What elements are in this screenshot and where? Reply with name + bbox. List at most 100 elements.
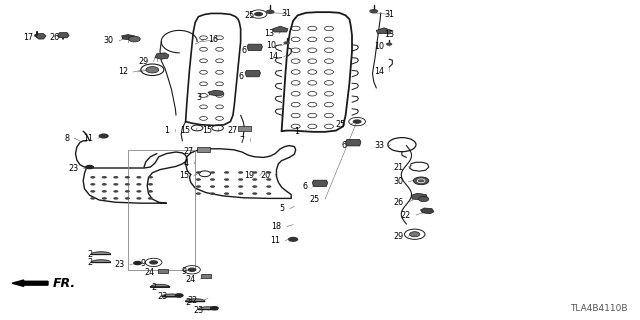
Text: 6: 6 xyxy=(342,141,347,150)
Text: 27: 27 xyxy=(183,147,193,156)
Circle shape xyxy=(386,43,392,46)
Text: 16: 16 xyxy=(209,36,219,44)
Circle shape xyxy=(252,178,257,181)
Circle shape xyxy=(148,190,153,193)
Polygon shape xyxy=(273,26,288,32)
Text: 15: 15 xyxy=(202,126,212,135)
Text: 13: 13 xyxy=(384,30,394,39)
Bar xyxy=(238,126,251,131)
Circle shape xyxy=(125,197,130,200)
Polygon shape xyxy=(158,269,168,273)
Circle shape xyxy=(125,183,130,186)
Circle shape xyxy=(136,176,141,179)
Text: 5: 5 xyxy=(280,204,285,213)
Circle shape xyxy=(266,178,271,181)
Text: FR.: FR. xyxy=(52,277,76,290)
Circle shape xyxy=(129,36,140,42)
Text: 2: 2 xyxy=(88,250,93,259)
Circle shape xyxy=(188,268,196,272)
Polygon shape xyxy=(186,299,205,301)
Text: 26: 26 xyxy=(393,198,403,207)
Circle shape xyxy=(175,293,184,298)
Circle shape xyxy=(136,183,141,186)
Polygon shape xyxy=(376,28,392,34)
Text: 24: 24 xyxy=(145,268,155,277)
Polygon shape xyxy=(346,140,361,146)
Circle shape xyxy=(410,232,420,237)
Bar xyxy=(197,147,210,152)
Circle shape xyxy=(238,185,243,188)
Text: 15: 15 xyxy=(180,126,191,135)
Text: 26: 26 xyxy=(49,33,60,42)
Text: 1: 1 xyxy=(294,127,300,136)
Circle shape xyxy=(288,237,298,242)
Circle shape xyxy=(210,185,215,188)
Text: 33: 33 xyxy=(374,141,384,150)
Circle shape xyxy=(196,185,201,188)
Circle shape xyxy=(238,171,243,174)
Text: 17: 17 xyxy=(23,33,33,42)
Text: 30: 30 xyxy=(104,36,114,45)
Text: 21: 21 xyxy=(393,163,403,172)
Text: 2: 2 xyxy=(152,284,157,292)
Circle shape xyxy=(238,192,243,195)
Circle shape xyxy=(266,185,271,188)
Circle shape xyxy=(125,176,130,179)
Text: 18: 18 xyxy=(271,222,282,231)
Circle shape xyxy=(149,260,158,265)
Circle shape xyxy=(133,261,142,265)
Circle shape xyxy=(196,178,201,181)
Polygon shape xyxy=(420,208,434,214)
Text: 1: 1 xyxy=(164,126,170,135)
Circle shape xyxy=(224,185,229,188)
Polygon shape xyxy=(412,193,428,200)
Circle shape xyxy=(136,190,141,193)
Circle shape xyxy=(210,178,215,181)
Circle shape xyxy=(146,67,159,73)
Circle shape xyxy=(113,183,118,186)
Text: 23: 23 xyxy=(193,306,204,315)
Text: 25: 25 xyxy=(310,195,320,204)
Text: 11: 11 xyxy=(270,236,280,245)
Text: 6: 6 xyxy=(238,72,243,81)
Circle shape xyxy=(224,171,229,174)
Circle shape xyxy=(284,41,290,44)
Text: 14: 14 xyxy=(268,52,278,61)
Text: 32: 32 xyxy=(187,296,197,305)
Polygon shape xyxy=(155,53,169,59)
Polygon shape xyxy=(36,34,46,39)
Circle shape xyxy=(252,185,257,188)
Text: 2: 2 xyxy=(88,258,93,267)
Text: 15: 15 xyxy=(179,171,189,180)
Circle shape xyxy=(266,192,271,195)
Text: 20: 20 xyxy=(260,171,270,180)
Circle shape xyxy=(252,171,257,174)
Polygon shape xyxy=(198,307,218,309)
Text: 12: 12 xyxy=(118,68,128,76)
Text: 25: 25 xyxy=(244,11,255,20)
Text: 19: 19 xyxy=(244,171,255,180)
Text: 9: 9 xyxy=(182,267,187,276)
Text: 29: 29 xyxy=(138,57,148,66)
Circle shape xyxy=(224,192,229,195)
Circle shape xyxy=(102,183,107,186)
Polygon shape xyxy=(122,35,136,40)
Circle shape xyxy=(102,197,107,200)
Circle shape xyxy=(353,119,362,124)
Text: 22: 22 xyxy=(401,211,411,220)
Text: 14: 14 xyxy=(374,67,384,76)
Text: 6: 6 xyxy=(302,182,307,191)
Text: 24: 24 xyxy=(185,275,195,284)
Text: 11: 11 xyxy=(83,134,93,143)
Circle shape xyxy=(85,165,94,169)
Text: 27: 27 xyxy=(228,126,238,135)
Polygon shape xyxy=(247,44,262,51)
Text: 23: 23 xyxy=(115,260,125,269)
Polygon shape xyxy=(92,252,111,254)
Circle shape xyxy=(102,190,107,193)
Circle shape xyxy=(224,178,229,181)
Circle shape xyxy=(148,197,153,200)
Text: 13: 13 xyxy=(264,29,274,38)
Text: 29: 29 xyxy=(393,232,403,241)
Polygon shape xyxy=(150,284,170,287)
